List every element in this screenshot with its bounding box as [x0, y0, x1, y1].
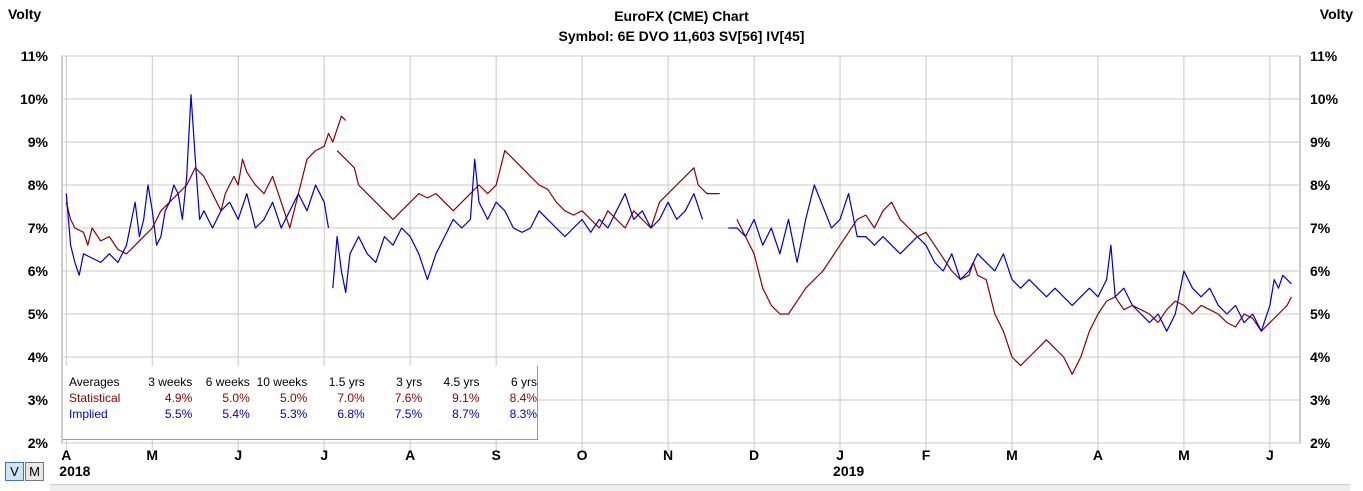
averages-cell: 5.3% [279, 407, 308, 421]
averages-header-cell: 3 yrs [396, 375, 423, 389]
x-month-label: O [577, 447, 588, 463]
y-axis-label-left: Volty [8, 6, 42, 22]
implied-series-line [332, 158, 704, 294]
statistical-series-line [65, 115, 347, 255]
y-tick-label-right: 3% [1310, 392, 1331, 408]
averages-statistical-row: Statistical 4.9% 5.0% 5.0% 7.0% 7.6% 9.1… [69, 390, 537, 406]
y-tick-label-right: 10% [1310, 91, 1339, 107]
averages-cell: 6.8% [337, 407, 365, 421]
x-month-label: A [405, 447, 415, 463]
x-month-label: N [663, 447, 673, 463]
y-tick-label-right: 6% [1310, 263, 1331, 279]
x-year-label: 2019 [833, 463, 864, 479]
implied-series-line [728, 184, 1292, 332]
averages-implied-row: Implied 5.5% 5.4% 5.3% 6.8% 7.5% 8.7% 8.… [69, 406, 537, 422]
y-tick-label-left: 8% [28, 177, 49, 193]
y-axis-label-right: Volty [1319, 6, 1353, 22]
averages-header-row: Averages 3 weeks 6 weeks 10 weeks 1.5 yr… [69, 374, 537, 390]
y-tick-label-right: 11% [1310, 48, 1338, 64]
x-month-label: J [836, 447, 844, 463]
chart-title: EuroFX (CME) Chart [614, 8, 749, 24]
x-month-label: A [1093, 447, 1103, 463]
view-m-button[interactable]: M [25, 462, 44, 481]
averages-header-cell: Averages [69, 375, 120, 389]
x-month-label: J [1266, 447, 1274, 463]
x-month-label: S [491, 447, 500, 463]
y-tick-label-right: 4% [1310, 349, 1331, 365]
y-tick-label-left: 9% [28, 134, 49, 150]
y-tick-label-right: 7% [1310, 220, 1331, 236]
statistical-series-line [336, 150, 720, 229]
averages-header-cell: 3 weeks [148, 375, 193, 389]
y-tick-label-right: 9% [1310, 134, 1331, 150]
averages-cell: 7.6% [394, 391, 423, 405]
averages-cell: 5.4% [222, 407, 250, 421]
averages-cell: 7.0% [337, 391, 365, 405]
view-v-button[interactable]: V [5, 462, 24, 481]
implied-series-line [65, 94, 330, 276]
averages-cell: 5.0% [279, 391, 308, 405]
x-month-label: M [1178, 447, 1190, 463]
y-tick-label-left: 10% [20, 91, 49, 107]
averages-header-cell: 6 yrs [510, 375, 537, 389]
averages-cell: 5.5% [164, 407, 193, 421]
horizontal-scrollbar[interactable] [50, 484, 1350, 491]
x-month-label: J [320, 447, 328, 463]
averages-header-cell: 4.5 yrs [443, 375, 480, 389]
averages-cell: 8.7% [452, 407, 480, 421]
averages-cell: 4.9% [164, 391, 193, 405]
x-year-label: 2018 [59, 463, 90, 479]
x-month-label: A [61, 447, 71, 463]
x-month-label: F [922, 447, 931, 463]
averages-table: Averages 3 weeks 6 weeks 10 weeks 1.5 yr… [63, 366, 538, 440]
averages-cell: 5.0% [222, 391, 250, 405]
averages-row-label: Implied [69, 407, 108, 421]
y-tick-label-left: 4% [28, 349, 49, 365]
y-tick-label-right: 5% [1310, 306, 1331, 322]
x-month-label: J [234, 447, 242, 463]
averages-row-label: Statistical [69, 391, 121, 405]
y-tick-label-left: 3% [28, 392, 49, 408]
averages-header-cell: 10 weeks [256, 375, 308, 389]
y-tick-label-left: 2% [28, 435, 49, 451]
y-tick-label-right: 2% [1310, 435, 1331, 451]
averages-cell: 8.3% [509, 407, 537, 421]
x-month-label: D [749, 447, 759, 463]
y-tick-label-left: 5% [28, 306, 49, 322]
averages-cell: 7.5% [394, 407, 423, 421]
x-month-label: M [146, 447, 158, 463]
averages-cell: 9.1% [452, 391, 480, 405]
y-tick-label-left: 7% [28, 220, 49, 236]
x-month-label: M [1006, 447, 1018, 463]
averages-cell: 8.4% [509, 391, 537, 405]
chart-subtitle: Symbol: 6E DVO 11,603 SV[56] IV[45] [558, 28, 805, 44]
y-tick-label-left: 6% [28, 263, 49, 279]
y-tick-label-left: 11% [21, 48, 49, 64]
y-tick-label-right: 8% [1310, 177, 1331, 193]
statistical-series-line [736, 201, 1292, 375]
averages-header-cell: 6 weeks [205, 375, 250, 389]
averages-header-cell: 1.5 yrs [328, 375, 365, 389]
